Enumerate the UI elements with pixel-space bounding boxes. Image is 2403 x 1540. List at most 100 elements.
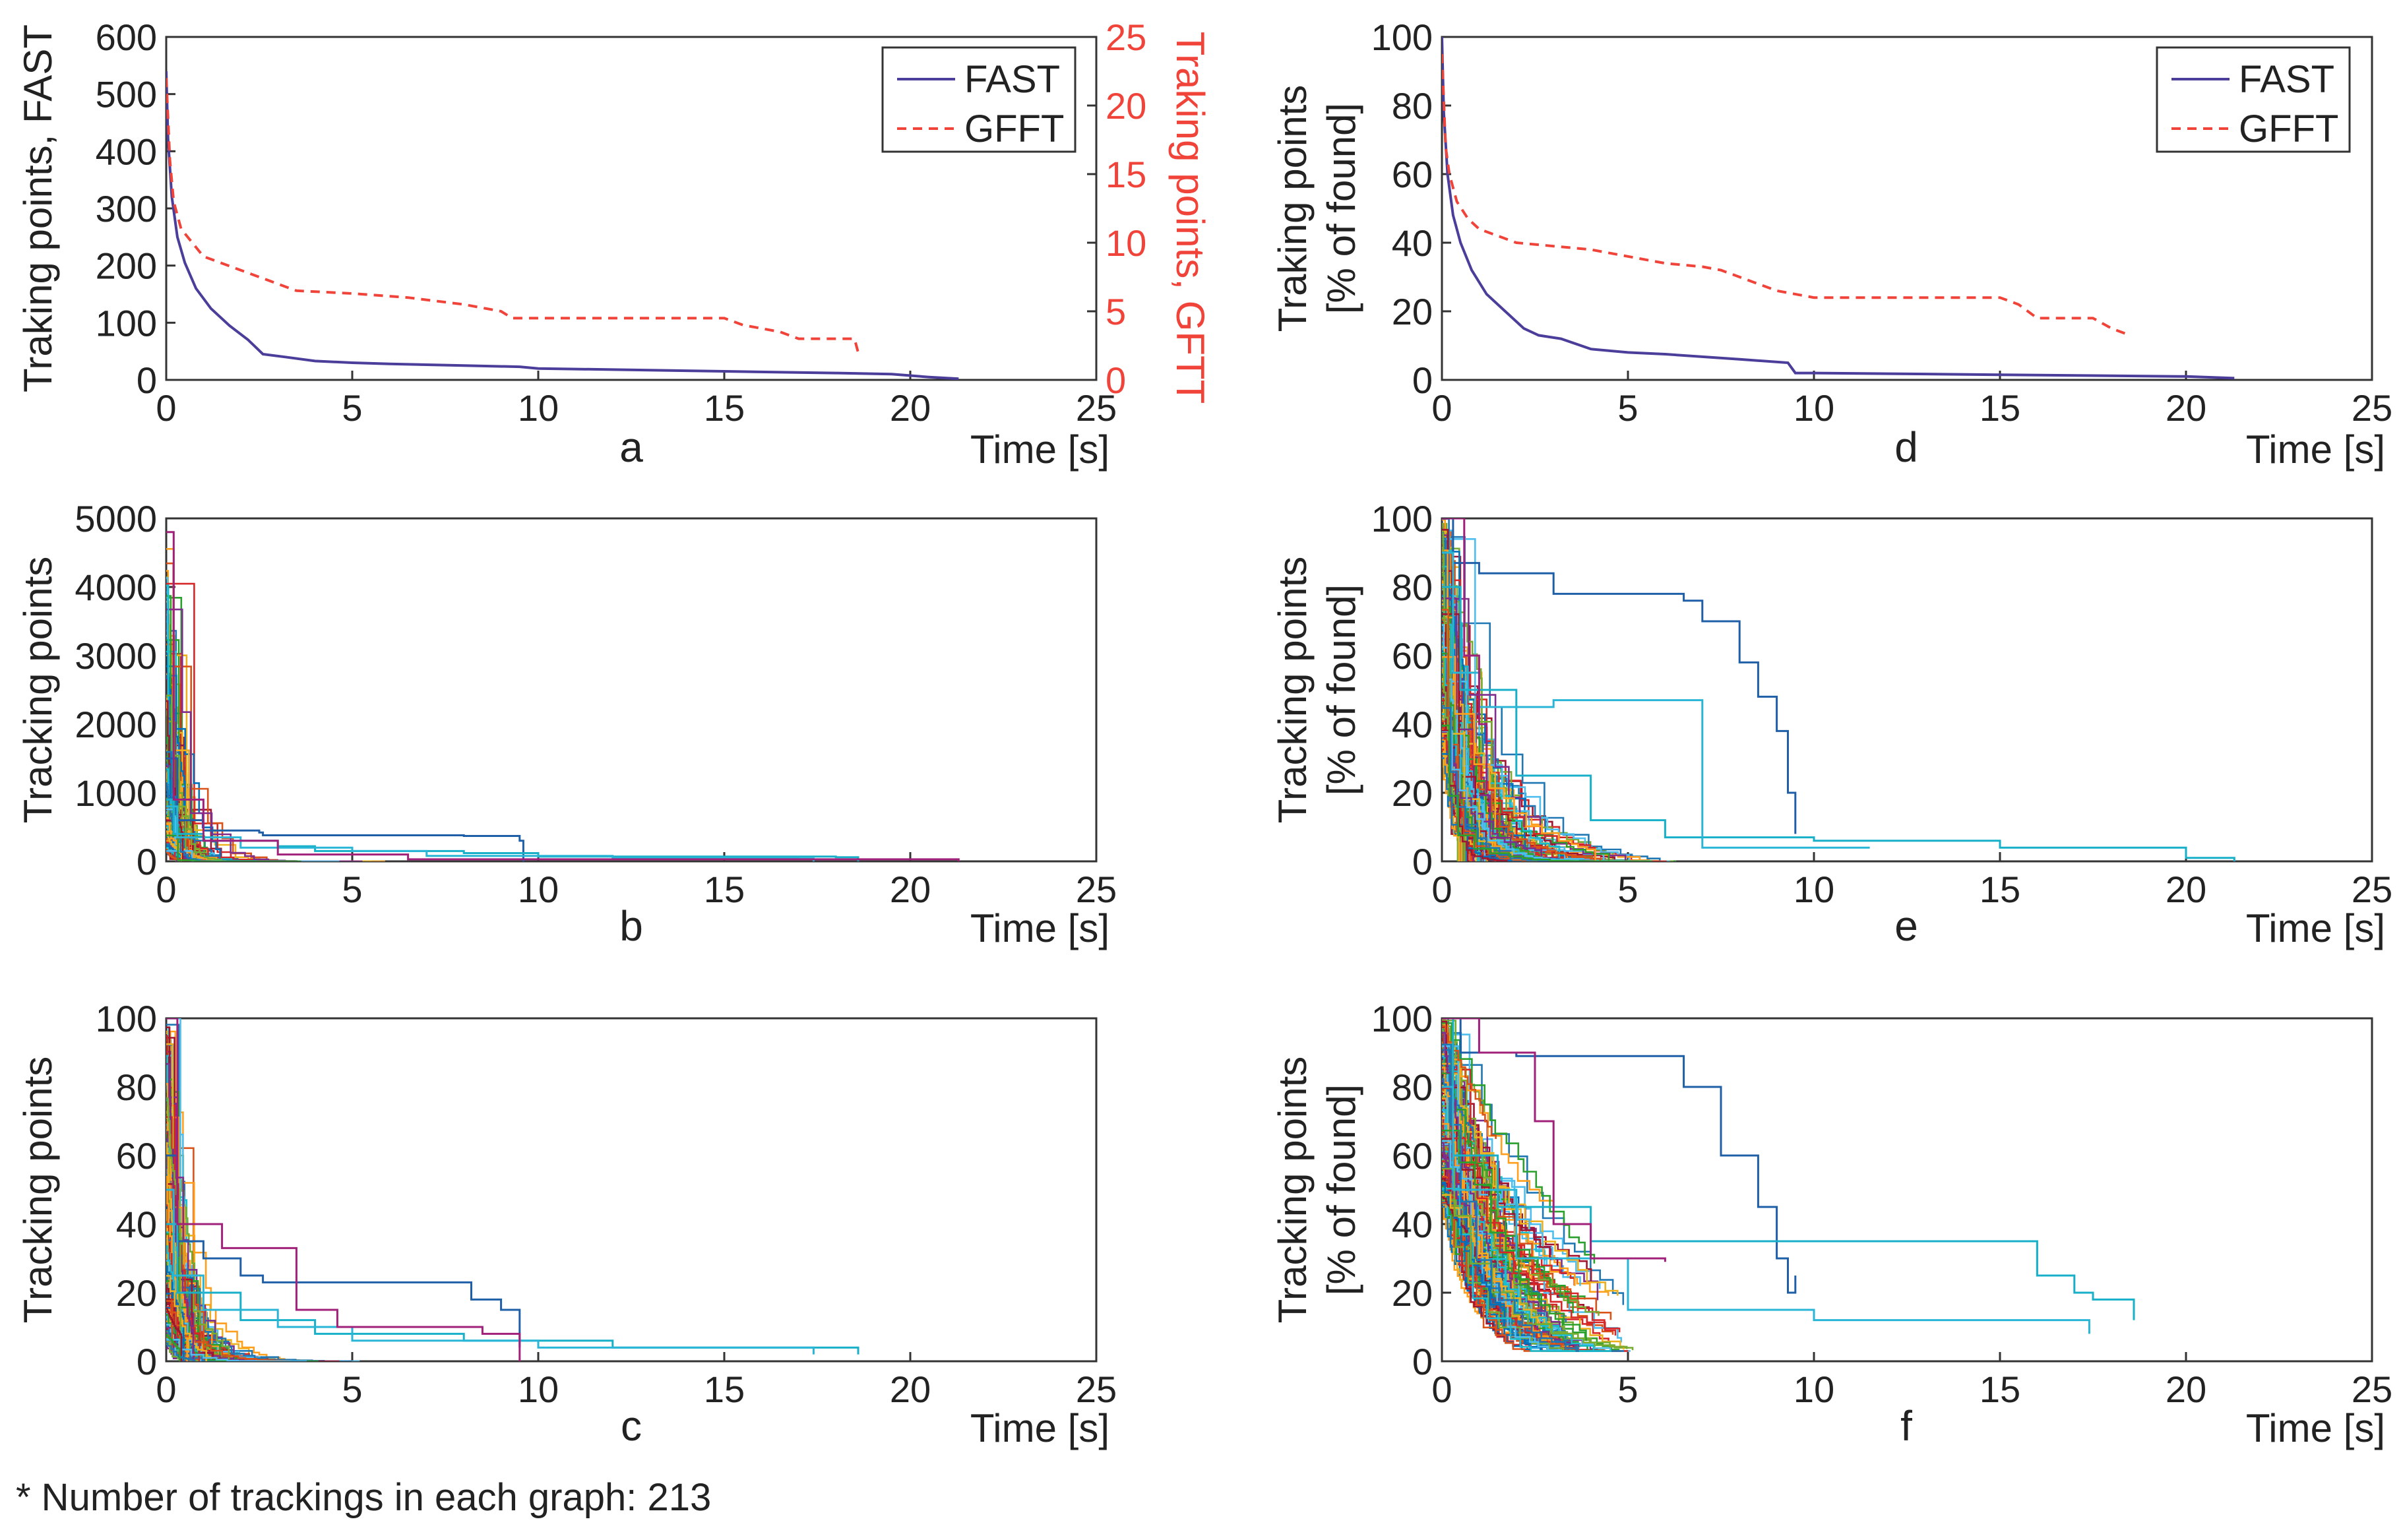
y-tick-label: 0: [137, 1341, 157, 1382]
trace-line: [1442, 1022, 1596, 1264]
x-tick-label: 15: [1980, 387, 2020, 429]
panel-f: 0 5 10 15 20 25 0 20 40 60 80 100 Time [s] f Track…: [1270, 998, 2392, 1450]
x-tick-label: 10: [1794, 869, 1834, 910]
trace-line: [1442, 1043, 1580, 1352]
y2-tick-label: 10: [1106, 222, 1146, 264]
trace-line: [166, 834, 301, 861]
trace-line: [1442, 1187, 1612, 1352]
series-group-d: [1442, 37, 2235, 380]
x-tick-label: 20: [2166, 387, 2206, 429]
trace-line-highlight: [166, 1188, 815, 1355]
y-tick-label: 40: [1392, 704, 1433, 745]
x-tick-label: 15: [704, 387, 745, 429]
trace-line: [166, 823, 209, 861]
y-ticks-d: 0 20 40 60 80 100: [1371, 16, 1451, 401]
legend-label-gfft-a: GFFT: [964, 108, 1064, 150]
y-tick-label: 0: [137, 841, 157, 882]
y-tick-label: 60: [1392, 154, 1433, 195]
plot-area-b: [165, 517, 1098, 863]
y-axis-sublabel-d: [% of found]: [1319, 103, 1363, 314]
panel-letter-e: e: [1894, 902, 1918, 950]
y-tick-label: 200: [96, 245, 157, 287]
trace-line: [1442, 619, 1602, 861]
trace-line-highlight: [1442, 1018, 1666, 1262]
trace-line: [166, 1342, 196, 1361]
trace-line: [1442, 1129, 1587, 1341]
x-ticks-e: 0 5 10 15 20 25: [1431, 852, 2392, 910]
y-axis-label-c: Tracking points: [16, 1057, 60, 1324]
panel-letter-f: f: [1900, 1402, 1912, 1450]
y2-tick-label: 0: [1106, 359, 1126, 401]
trace-line-highlight: [166, 757, 524, 861]
trace-line: [166, 1339, 307, 1361]
y-tick-label: 3000: [75, 635, 157, 677]
trace-line-highlight: [1442, 518, 1797, 834]
y2-tick-label: 15: [1106, 154, 1146, 195]
trace-line: [166, 1097, 181, 1361]
y-tick-label: 80: [1392, 567, 1433, 608]
y-tick-label: 400: [96, 131, 157, 172]
y-ticks-b: 0 1000 2000 3000 4000 5000: [75, 498, 175, 882]
y2-tick-label: 25: [1106, 16, 1146, 58]
y-tick-label: 20: [1392, 772, 1433, 814]
legend-label-fast-d: FAST: [2239, 58, 2334, 101]
panel-letter-b: b: [619, 902, 643, 950]
trace-line-highlight: [166, 1018, 521, 1361]
trace-line: [166, 653, 186, 861]
series-group-f: [1442, 1018, 2135, 1352]
x-tick-label: 20: [2166, 1369, 2206, 1410]
y-axis-sublabel-f: [% of found]: [1319, 1084, 1363, 1295]
x-tick-label: 10: [518, 1369, 559, 1410]
x-tick-label: 0: [1431, 869, 1452, 910]
y-tick-label: 0: [137, 359, 157, 401]
y-tick-label: 0: [1412, 841, 1433, 882]
series-group-a: [166, 71, 959, 380]
x-tick-label: 20: [890, 1369, 931, 1410]
trace-line: [1442, 1138, 1559, 1266]
x-tick-label: 5: [342, 1369, 362, 1410]
y-tick-label: 100: [1371, 998, 1433, 1039]
x-ticks-c: 0 5 10 15 20 25: [156, 1352, 1117, 1410]
y-tick-label: 40: [116, 1204, 157, 1245]
y-tick-label: 60: [1392, 635, 1433, 677]
panel-letter-a: a: [619, 423, 643, 471]
x-tick-label: 15: [704, 1369, 745, 1410]
y-tick-label: 100: [96, 302, 157, 344]
x-tick-label: 20: [890, 387, 931, 429]
trace-line-highlight: [166, 531, 960, 861]
trace-line: [1442, 656, 1596, 861]
y-ticks-f: 0 20 40 60 80 100: [1371, 998, 1451, 1382]
x-tick-label: 0: [156, 387, 176, 429]
x-tick-label: 0: [156, 1369, 176, 1410]
series-group-c: [166, 1018, 859, 1361]
y-tick-label: 0: [1412, 359, 1433, 401]
x-tick-label: 10: [518, 387, 559, 429]
series-group-b: [166, 531, 960, 861]
y-axis-sublabel-e: [% of found]: [1319, 584, 1363, 795]
trace-line-highlight: [166, 1154, 521, 1348]
x-axis-label-d: Time [s]: [2246, 427, 2385, 472]
y-tick-label: 500: [96, 74, 157, 115]
trace-line: [1442, 1194, 1540, 1328]
y-tick-label: 40: [1392, 1204, 1433, 1245]
x-axis-label-e: Time [s]: [2246, 906, 2385, 950]
panel-letter-c: c: [621, 1402, 642, 1450]
y-tick-label: 80: [1392, 1066, 1433, 1108]
x-tick-label: 25: [1076, 387, 1117, 429]
trace-line: [1442, 1033, 1622, 1343]
panel-letter-d: d: [1894, 423, 1918, 471]
series-line-gfft: [166, 78, 859, 353]
y-tick-label: 100: [1371, 16, 1433, 58]
y2-axis-label-a: Traking points, GFTT: [1168, 32, 1212, 404]
footnote: * Number of trackings in each graph: 213: [16, 1476, 711, 1519]
x-tick-label: 10: [1794, 1369, 1834, 1410]
trace-line: [166, 1334, 181, 1361]
trace-line: [1442, 1072, 1612, 1320]
panel-e: 0 5 10 15 20 25 0 20 40 60 80 100 Time [s] e Track…: [1270, 498, 2392, 950]
y-tick-label: 100: [96, 998, 157, 1039]
series-line-fast: [166, 71, 959, 380]
y-tick-label: 20: [1392, 291, 1433, 332]
y-axis-label-b: Tracking points: [16, 557, 60, 824]
trace-line: [166, 1308, 183, 1361]
x-tick-label: 25: [1076, 1369, 1117, 1410]
